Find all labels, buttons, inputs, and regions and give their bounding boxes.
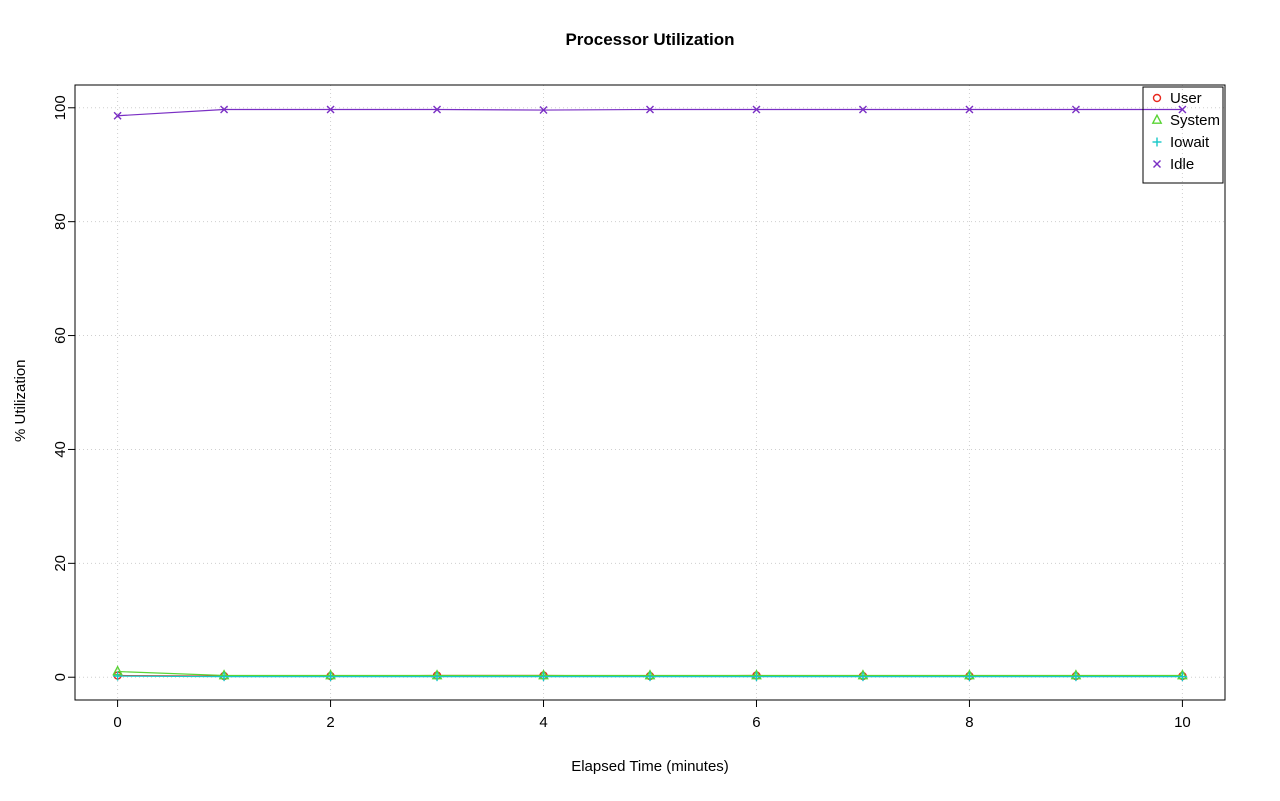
x-marker [752, 105, 761, 114]
x-marker [113, 111, 122, 120]
legend-label-iowait: Iowait [1170, 134, 1210, 151]
y-tick-label: 40 [52, 441, 69, 458]
x-marker [1178, 105, 1187, 114]
x-axis-label: Elapsed Time (minutes) [571, 758, 729, 775]
x-marker [326, 105, 335, 114]
x-tick-label: 2 [326, 714, 334, 731]
y-axis: 0 20 40 60 80 100 [52, 95, 75, 681]
x-tick-label: 0 [113, 714, 121, 731]
series-idle [113, 105, 1187, 120]
legend: User System Iowait Idle [1142, 86, 1224, 184]
x-marker [646, 105, 654, 114]
circle-marker [1152, 93, 1162, 103]
x-marker [220, 105, 229, 114]
series-iowait [113, 671, 1187, 682]
gridlines [75, 85, 1225, 700]
y-tick-label: 20 [52, 555, 69, 572]
legend-label-user: User [1170, 90, 1202, 107]
x-marker [433, 105, 442, 114]
x-axis: 0 2 4 6 8 10 [113, 700, 1191, 731]
y-tick-label: 80 [52, 213, 69, 230]
triangle-marker [1151, 113, 1163, 124]
y-tick-label: 60 [52, 327, 69, 344]
x-tick-label: 10 [1174, 714, 1191, 731]
y-tick-label: 100 [52, 95, 69, 120]
x-marker [858, 105, 867, 114]
x-tick-label: 6 [752, 714, 760, 731]
x-marker [1071, 105, 1080, 114]
x-marker [539, 106, 548, 115]
x-tick-label: 8 [965, 714, 973, 731]
legend-label-idle: Idle [1170, 156, 1194, 173]
x-marker [1153, 160, 1161, 168]
x-marker [965, 105, 974, 114]
chart-title: Processor Utilization [565, 30, 735, 49]
legend-label-system: System [1170, 112, 1220, 129]
y-tick-label: 0 [52, 673, 69, 681]
plot-border [74, 84, 1226, 701]
x-tick-label: 4 [539, 714, 547, 731]
